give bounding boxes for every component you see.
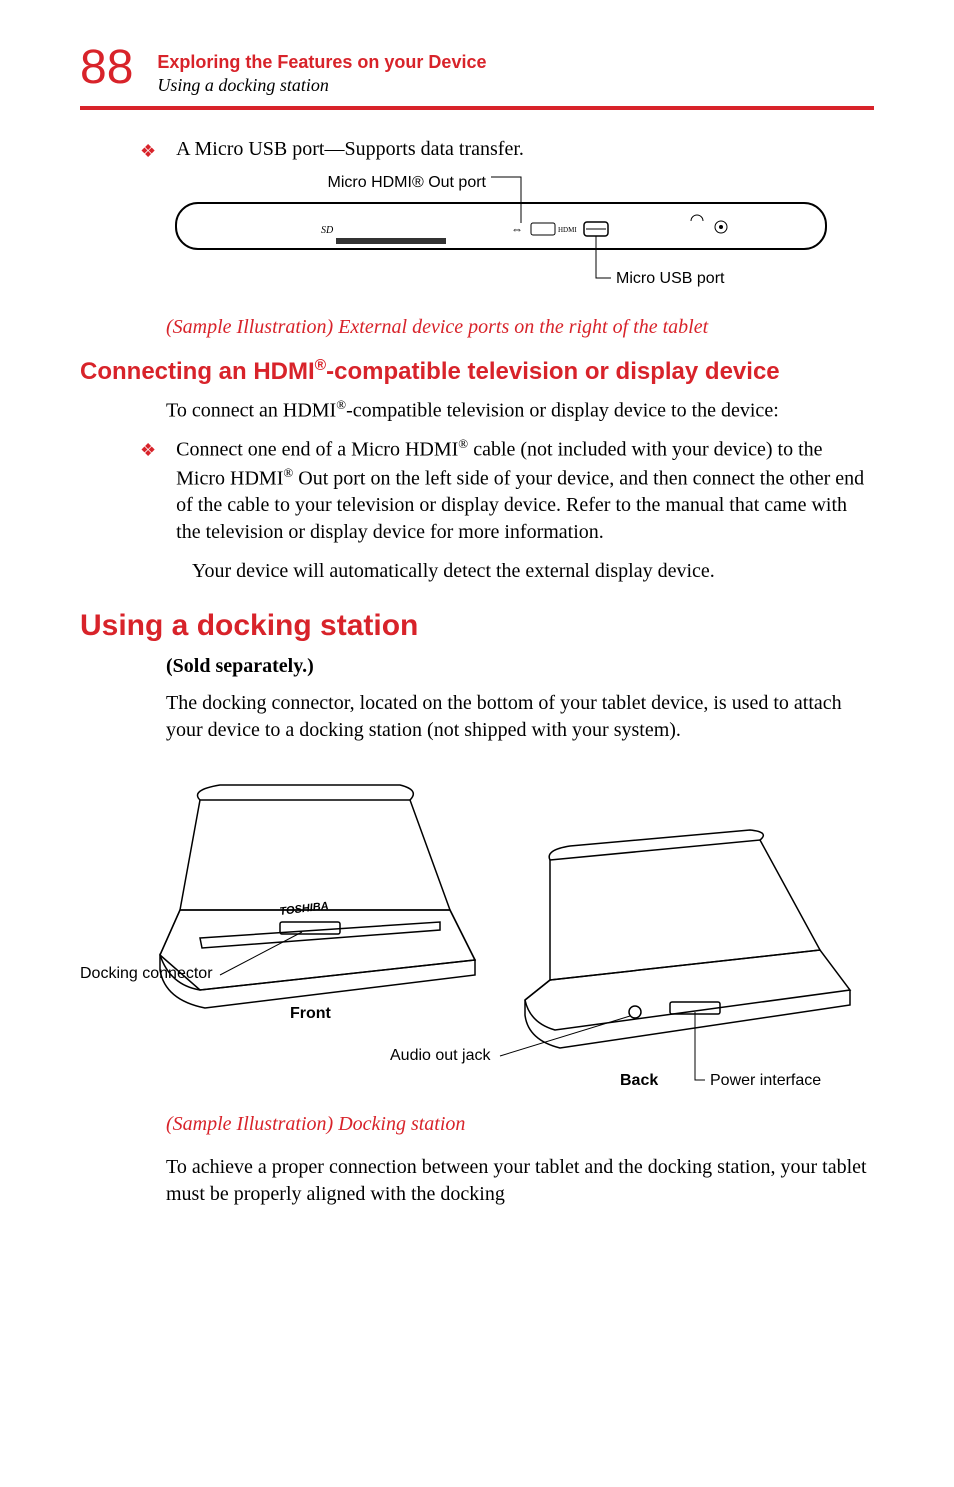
diamond-icon: ❖ [140,438,156,546]
sold-separately: (Sold separately.) [166,653,874,680]
hdmi-note: Your device will automatically detect th… [192,558,874,585]
registered-icon: ® [315,357,327,374]
chapter-title: Exploring the Features on your Device [157,52,486,73]
brand-label: TOSHIBA [279,900,329,918]
chapter-block: Exploring the Features on your Device Us… [157,52,486,96]
docking-connector-label: Docking connector [80,965,213,982]
docking-heading: Using a docking station [80,609,874,643]
hdmi-intro: To connect an HDMI®-compatible televisio… [166,396,874,425]
hdmi-bullet-item: ❖ Connect one end of a Micro HDMI® cable… [140,435,874,546]
svg-text:HDMI: HDMI [558,226,577,234]
figure-docking-caption: (Sample Illustration) Docking station [166,1113,874,1136]
figure-ports-caption: (Sample Illustration) External device po… [166,316,874,339]
svg-text:⇔: ⇔ [511,222,523,236]
fig1-label-bottom: Micro USB port [616,270,725,287]
usb-bullet-text: A Micro USB port—Supports data transfer. [176,136,524,163]
front-label: Front [290,1005,332,1022]
figure-ports: Micro HDMI® Out port SD ⇔ HDMI Micro USB… [166,173,874,308]
page-number: 88 [80,44,133,92]
power-interface-label: Power interface [710,1072,821,1089]
figure-docking: TOSHIBA Docking connector Front [80,760,874,1105]
ports-diagram-svg: Micro HDMI® Out port SD ⇔ HDMI Micro USB… [166,173,846,303]
audio-out-label: Audio out jack [390,1047,492,1064]
hdmi-intro-pre: To connect an HDMI [166,400,336,422]
hdmi-heading: Connecting an HDMI®-compatible televisio… [80,357,874,386]
hdmi-heading-post: -compatible television or display device [326,358,779,385]
registered-icon: ® [283,465,293,480]
registered-icon: ® [458,436,468,451]
usb-bullet-item: ❖ A Micro USB port—Supports data transfe… [140,136,874,163]
svg-text:SD: SD [321,225,334,236]
usb-bullet-list: ❖ A Micro USB port—Supports data transfe… [80,136,874,163]
hdmi-bullet-text: Connect one end of a Micro HDMI® cable (… [176,435,874,546]
dock-achieve: To achieve a proper connection between y… [166,1154,874,1208]
diamond-icon: ❖ [140,139,156,163]
hdmi-bullet-list: ❖ Connect one end of a Micro HDMI® cable… [80,435,874,546]
dock-intro: The docking connector, located on the bo… [166,690,874,744]
page-header: 88 Exploring the Features on your Device… [80,50,874,96]
hdmi-intro-post: -compatible television or display device… [346,400,779,422]
registered-icon: ® [336,397,346,412]
hdmi-heading-pre: Connecting an HDMI [80,358,315,385]
back-label: Back [620,1072,658,1089]
page-container: 88 Exploring the Features on your Device… [0,0,954,1278]
hdmi-bullet-t1: Connect one end of a Micro HDMI [176,439,458,461]
chapter-subtitle: Using a docking station [157,75,486,96]
docking-diagram-svg: TOSHIBA Docking connector Front [80,760,880,1100]
fig1-label-top: Micro HDMI® Out port [328,174,487,191]
header-divider [80,106,874,110]
